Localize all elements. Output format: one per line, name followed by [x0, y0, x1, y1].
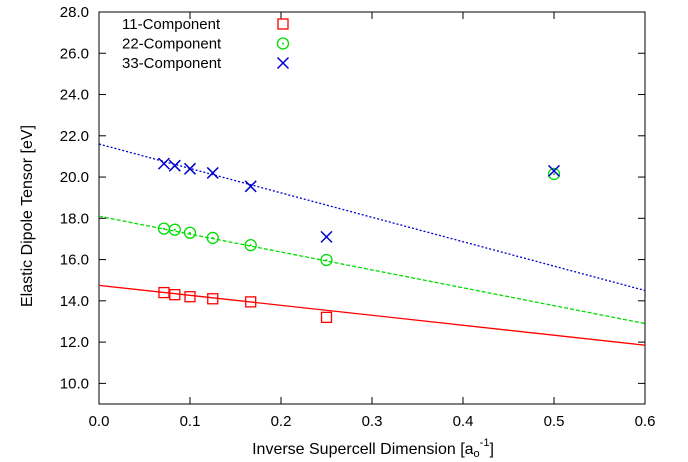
marker-square-shape	[158, 286, 170, 299]
data-point-33-component	[183, 162, 197, 175]
marker-circle-dot	[282, 42, 284, 45]
data-point-33-component	[206, 166, 219, 179]
x-tick-label: 0.4	[453, 413, 474, 430]
x-axis-title: Inverse Supercell Dimension [ao-1]	[252, 437, 494, 460]
y-tick-label: 28.0	[60, 4, 89, 21]
data-point-22-component	[547, 167, 561, 181]
data-point-22-component	[168, 223, 181, 236]
marker-circle-dot	[173, 228, 176, 231]
legend-label: 11-Component	[122, 16, 221, 33]
legend-marker-33-component	[276, 56, 290, 70]
x-tick-label: 0.3	[362, 413, 383, 430]
data-point-33-component	[547, 164, 561, 177]
marker-circle-shape	[276, 37, 290, 50]
data-point-22-component	[244, 238, 257, 252]
y-tick-label: 22.0	[60, 128, 89, 145]
data-point-11-component	[207, 293, 219, 305]
marker-x-stroke	[206, 166, 219, 179]
marker-square-shape	[184, 291, 196, 303]
x-tick-label: 0.0	[89, 413, 110, 430]
y-axis-title: Elastic Dipole Tensor [eV]	[19, 125, 36, 307]
legend-label: 33-Component	[122, 55, 222, 72]
marker-circle-dot	[553, 172, 555, 175]
marker-x-stroke	[157, 157, 171, 170]
y-tick-label: 24.0	[60, 87, 89, 104]
marker-circle-dot	[162, 227, 165, 230]
y-tick-label: 20.0	[60, 169, 89, 186]
marker-square-shape	[320, 311, 333, 323]
marker-circle-dot	[325, 258, 328, 261]
data-point-22-component	[206, 231, 219, 245]
x-tick-label: 0.6	[635, 413, 656, 430]
data-markers	[157, 157, 561, 323]
marker-square-shape	[169, 289, 181, 301]
data-point-33-component	[168, 159, 181, 172]
y-tick-label: 26.0	[60, 45, 89, 62]
marker-square-shape	[245, 296, 257, 308]
fit-line-22-component	[98, 215, 646, 325]
fit-lines	[98, 143, 646, 346]
y-tick-label: 18.0	[60, 210, 89, 227]
fit-line-11-component	[98, 284, 646, 346]
data-point-33-component	[244, 180, 257, 193]
marker-x-stroke	[183, 162, 197, 175]
marker-x-stroke	[320, 230, 333, 243]
marker-x-stroke	[244, 180, 257, 193]
marker-x-stroke	[168, 159, 181, 172]
legend-marker-22-component	[276, 37, 290, 50]
x-tick-label: 0.2	[271, 413, 292, 430]
data-point-33-component	[320, 230, 333, 243]
x-tick-label: 0.1	[180, 413, 201, 430]
marker-square-shape	[277, 18, 289, 30]
data-point-33-component	[157, 157, 171, 170]
fit-line-33-component	[98, 143, 646, 292]
data-point-11-component	[320, 311, 333, 323]
marker-circle-shape	[320, 253, 333, 267]
legend-label: 22-Component	[122, 36, 222, 53]
x-tick-label: 0.5	[544, 413, 565, 430]
legend: 11-Component 22-Component 33-Component	[122, 16, 290, 72]
marker-circle-dot	[211, 236, 214, 239]
y-tick-label: 14.0	[60, 293, 89, 310]
marker-square-shape	[207, 293, 219, 305]
data-point-11-component	[184, 291, 196, 303]
marker-x-stroke	[276, 56, 290, 70]
data-point-11-component	[169, 289, 181, 301]
marker-circle-dot	[189, 231, 191, 234]
y-tick-label: 10.0	[60, 375, 89, 392]
marker-circle-shape	[206, 231, 219, 245]
y-tick-label: 16.0	[60, 252, 89, 269]
data-point-11-component	[158, 286, 170, 299]
y-tick-label: 12.0	[60, 334, 89, 351]
data-point-22-component	[183, 226, 197, 239]
marker-circle-shape	[168, 223, 181, 236]
marker-x-stroke	[547, 164, 561, 177]
marker-circle-shape	[244, 238, 257, 252]
data-point-22-component	[320, 253, 333, 267]
marker-circle-dot	[249, 244, 252, 247]
marker-circle-shape	[547, 167, 561, 181]
axis-ticks: 0.0 0.1 0.2 0.3 0.4 0.5 0.6 10.0 12.0 14.0 16.0 18.…	[60, 4, 656, 430]
data-point-11-component	[245, 296, 257, 308]
legend-marker-11-component	[277, 18, 289, 30]
marker-circle-shape	[183, 226, 197, 239]
